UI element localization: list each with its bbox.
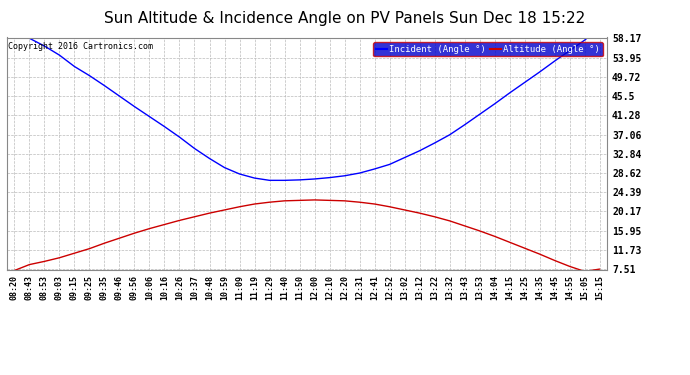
- Text: Sun Altitude & Incidence Angle on PV Panels Sun Dec 18 15:22: Sun Altitude & Incidence Angle on PV Pan…: [104, 11, 586, 26]
- Text: Copyright 2016 Cartronics.com: Copyright 2016 Cartronics.com: [8, 42, 153, 51]
- Legend: Incident (Angle °), Altitude (Angle °): Incident (Angle °), Altitude (Angle °): [373, 42, 602, 56]
